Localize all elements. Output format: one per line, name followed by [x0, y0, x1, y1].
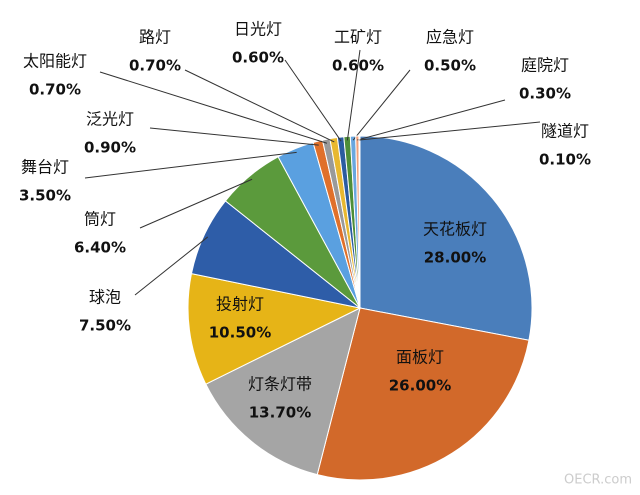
pie-slice: [359, 135, 533, 341]
value-label: 7.50%: [79, 317, 131, 335]
slice-label: 筒灯: [84, 210, 116, 229]
pie-slice: [187, 273, 362, 385]
leader-line: [139, 178, 253, 229]
slice-label: 泛光灯: [86, 110, 134, 129]
value-label: 6.40%: [74, 239, 126, 257]
leader-line: [99, 71, 328, 144]
slice-label: 太阳能灯: [23, 52, 87, 71]
slice-label: 隧道灯: [541, 122, 589, 141]
value-label: 26.00%: [389, 377, 451, 395]
leader-line: [149, 127, 319, 146]
value-label: 3.50%: [19, 187, 71, 205]
value-label: 13.70%: [249, 404, 311, 422]
value-label: 0.50%: [424, 57, 476, 75]
pie-slice: [316, 307, 530, 481]
slice-label: 应急灯: [426, 28, 474, 47]
value-label: 0.30%: [519, 85, 571, 103]
pie-slice: [358, 135, 361, 309]
leader-line: [84, 151, 297, 179]
value-label: 0.10%: [539, 151, 591, 169]
slice-label: 灯条灯带: [248, 375, 312, 394]
pie-slice: [205, 307, 361, 476]
slice-label: 庭院灯: [521, 56, 569, 75]
leader-line: [352, 69, 411, 141]
value-label: 28.00%: [424, 249, 486, 267]
value-label: 0.60%: [232, 49, 284, 67]
value-label: 0.70%: [129, 57, 181, 75]
slice-label: 面板灯: [396, 348, 444, 367]
watermark: OECR.com: [564, 473, 632, 488]
slice-label: 天花板灯: [423, 220, 487, 239]
leader-line: [346, 49, 361, 141]
slice-label: 日光灯: [234, 20, 282, 39]
leader-line: [134, 236, 209, 296]
value-label: 0.60%: [332, 57, 384, 75]
value-label: 0.90%: [84, 139, 136, 157]
slice-label: 工矿灯: [334, 28, 382, 47]
slice-label: 舞台灯: [21, 158, 69, 177]
leader-line: [184, 69, 335, 143]
slice-label: 投射灯: [216, 295, 264, 314]
value-label: 10.50%: [209, 324, 271, 342]
leader-line: [357, 99, 506, 141]
slice-label: 球泡: [89, 288, 121, 307]
leader-line: [359, 121, 541, 141]
value-label: 0.70%: [29, 81, 81, 99]
slice-label: 路灯: [139, 28, 171, 47]
leader-line: [284, 59, 342, 142]
